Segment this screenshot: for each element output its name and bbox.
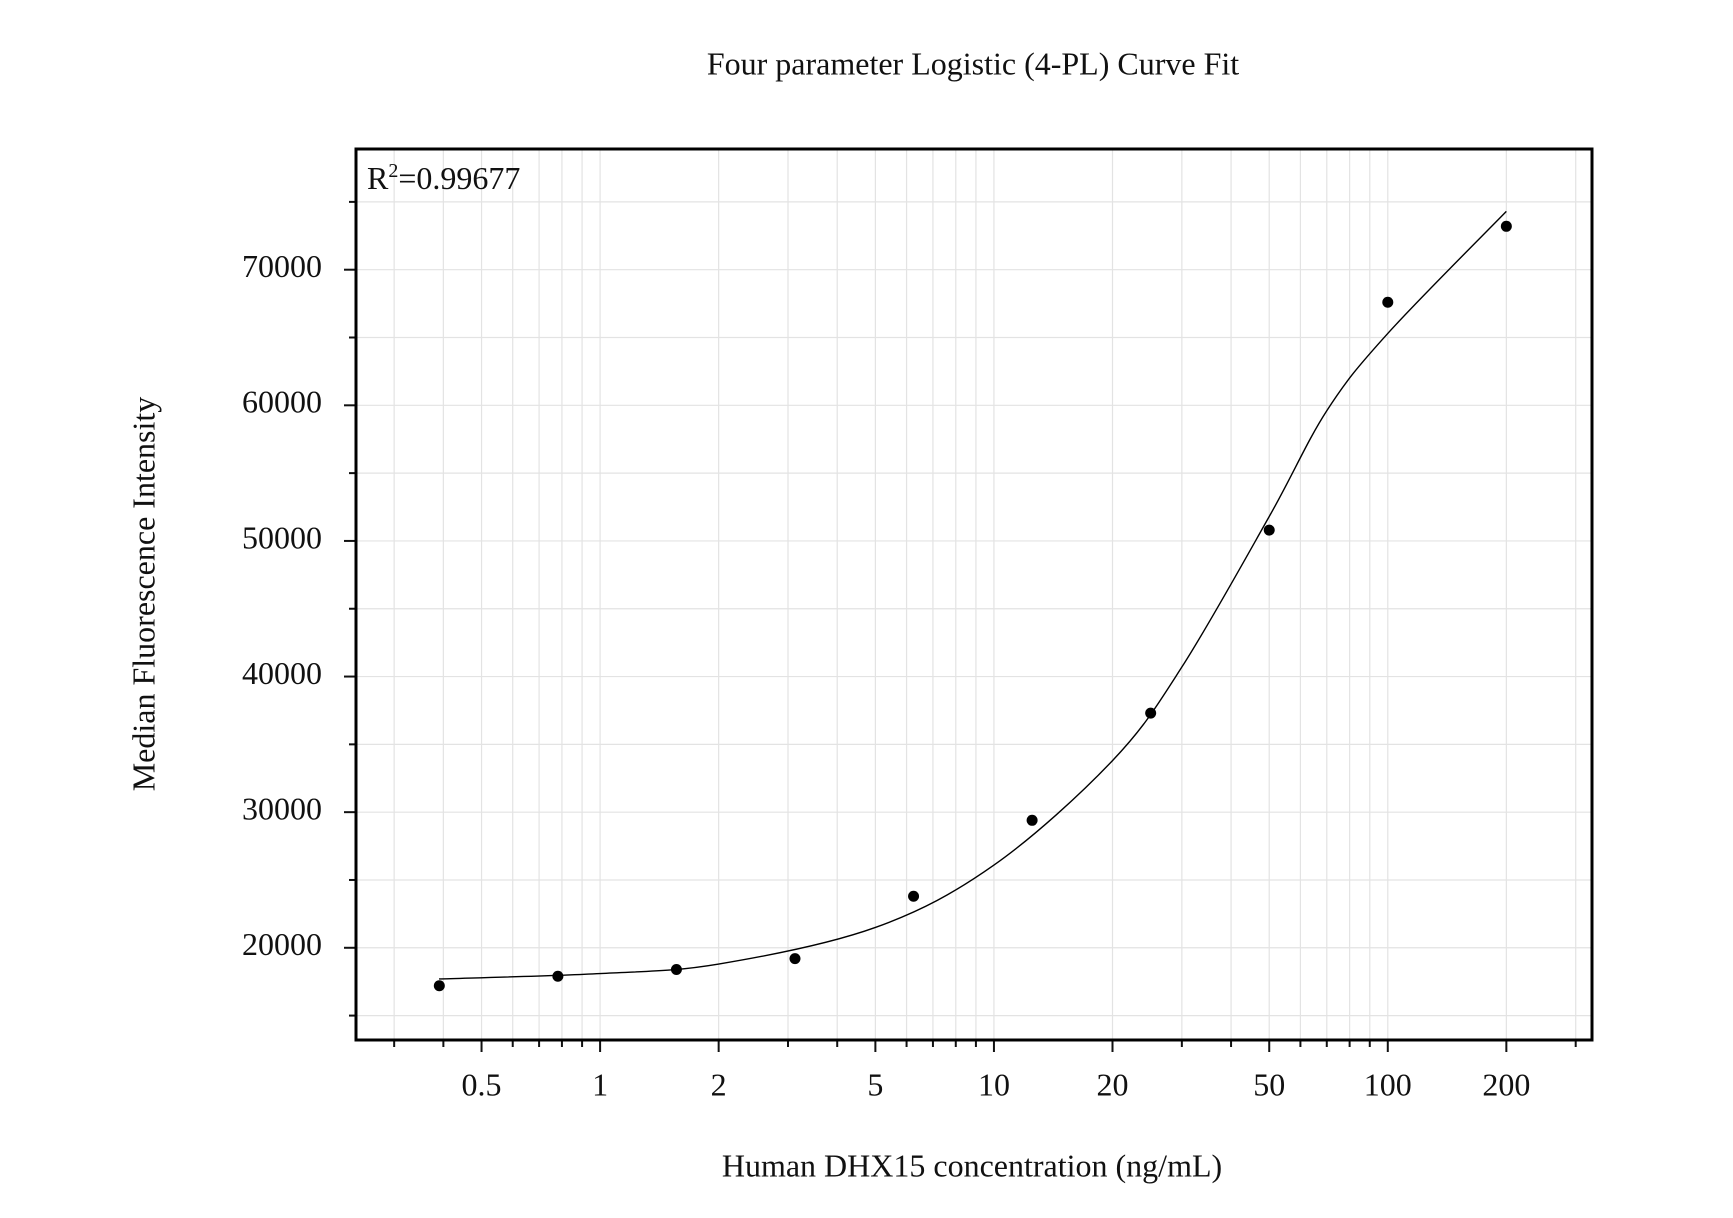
annotation-sup: 2 [388,160,398,182]
x-tick-label: 50 [1253,1066,1285,1102]
x-tick-label: 200 [1482,1066,1530,1102]
data-point [1500,220,1512,232]
y-axis-label: Median Fluorescence Intensity [125,397,161,792]
y-tick-label: 20000 [242,926,322,962]
y-tick-label: 30000 [242,791,322,827]
x-tick-label: 1 [592,1066,608,1102]
data-point [552,970,564,982]
data-point [908,890,920,902]
y-tick-label: 70000 [242,248,322,284]
y-tick-label: 40000 [242,655,322,691]
x-tick-label: 2 [711,1066,727,1102]
y-tick-label: 50000 [242,519,322,555]
x-tick-label: 5 [867,1066,883,1102]
data-point [1026,814,1038,826]
y-tick-label: 60000 [242,384,322,420]
fit-curve [439,210,1507,980]
data-point [1263,524,1275,536]
plot-area: 0.5 1 2 5 10 20 50 100 200 20000 30000 40000 50000 60… [242,147,1594,1102]
data-point [1382,296,1394,308]
annotation-text: R [367,160,389,196]
annotation-text: =0.99677 [398,160,520,196]
x-tick-label: 20 [1097,1066,1129,1102]
x-tick-label: 0.5 [462,1066,502,1102]
data-point [789,953,801,965]
x-axis-label: Human DHX15 concentration (ng/mL) [722,1147,1222,1183]
x-tick-label: 100 [1364,1066,1412,1102]
annotation: R2=0.99677 [367,160,520,197]
data-point [433,980,445,992]
plot-frame [354,147,1594,1042]
x-tick-label: 10 [978,1066,1010,1102]
chart-title: Four parameter Logistic (4-PL) Curve Fit [707,45,1239,81]
